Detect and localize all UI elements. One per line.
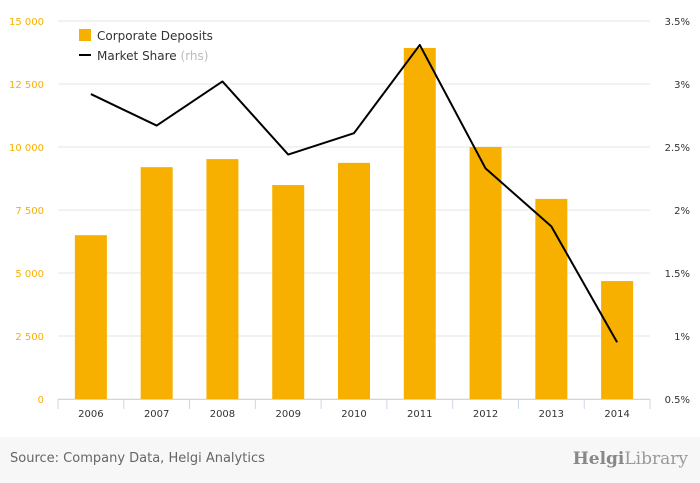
- bar-2006: [74, 235, 107, 399]
- legend-label-corporate-deposits: Corporate Deposits: [97, 29, 213, 43]
- x-tick-label: 2007: [144, 409, 169, 420]
- bar-2007: [140, 167, 173, 399]
- helgi-library-logo[interactable]: HelgiLibrary: [573, 449, 688, 469]
- y-left-tick-label: 5 000: [15, 269, 44, 280]
- y-left-tick-label: 10 000: [9, 143, 44, 154]
- x-tick-label: 2010: [341, 409, 366, 420]
- y-right-tick-label: 2%: [674, 206, 690, 217]
- y-left-tick-label: 15 000: [9, 17, 44, 28]
- bar-2014: [601, 281, 634, 399]
- x-tick-label: 2009: [275, 409, 300, 420]
- y-right-tick-label: 0.5%: [665, 395, 690, 406]
- bar-2013: [535, 198, 568, 399]
- legend-rhs-suffix: (rhs): [181, 49, 209, 63]
- legend-swatch-corporate-deposits: [79, 29, 91, 41]
- chart: 0 2 500 5 000 7 500 10 000 12 500 15 000 0.5% 1%…: [9, 17, 690, 420]
- x-tick-label: 2012: [473, 409, 498, 420]
- y-right-tick-label: 3%: [674, 80, 690, 91]
- x-tick-label: 2014: [604, 409, 629, 420]
- x-tick-label: 2006: [78, 409, 103, 420]
- y-left-tick-label: 12 500: [9, 80, 44, 91]
- logo-bold: Helgi: [572, 449, 625, 469]
- x-tick-label: 2008: [210, 409, 235, 420]
- y-right-tick-label: 3.5%: [665, 17, 690, 28]
- logo-light: Library: [624, 449, 688, 469]
- y-right-tick-label: 1%: [674, 332, 690, 343]
- x-tick-label: 2013: [539, 409, 564, 420]
- y-right-tick-label: 1.5%: [665, 269, 690, 280]
- x-tick-label: 2011: [407, 409, 432, 420]
- y-left-tick-label: 0: [38, 395, 44, 406]
- bar-2008: [206, 159, 239, 399]
- y-left-tick-label: 2 500: [15, 332, 44, 343]
- y-left-tick-label: 7 500: [15, 206, 44, 217]
- footer: Source: Company Data, Helgi Analytics He…: [0, 437, 700, 483]
- legend-label-market-share: Market Share (rhs): [97, 49, 208, 63]
- bar-2011: [403, 47, 436, 400]
- y-right-tick-label: 2.5%: [665, 143, 690, 154]
- source-text: Source: Company Data, Helgi Analytics: [10, 451, 265, 466]
- bar-2009: [272, 185, 305, 399]
- bar-2012: [469, 147, 502, 399]
- bar-2010: [338, 162, 370, 399]
